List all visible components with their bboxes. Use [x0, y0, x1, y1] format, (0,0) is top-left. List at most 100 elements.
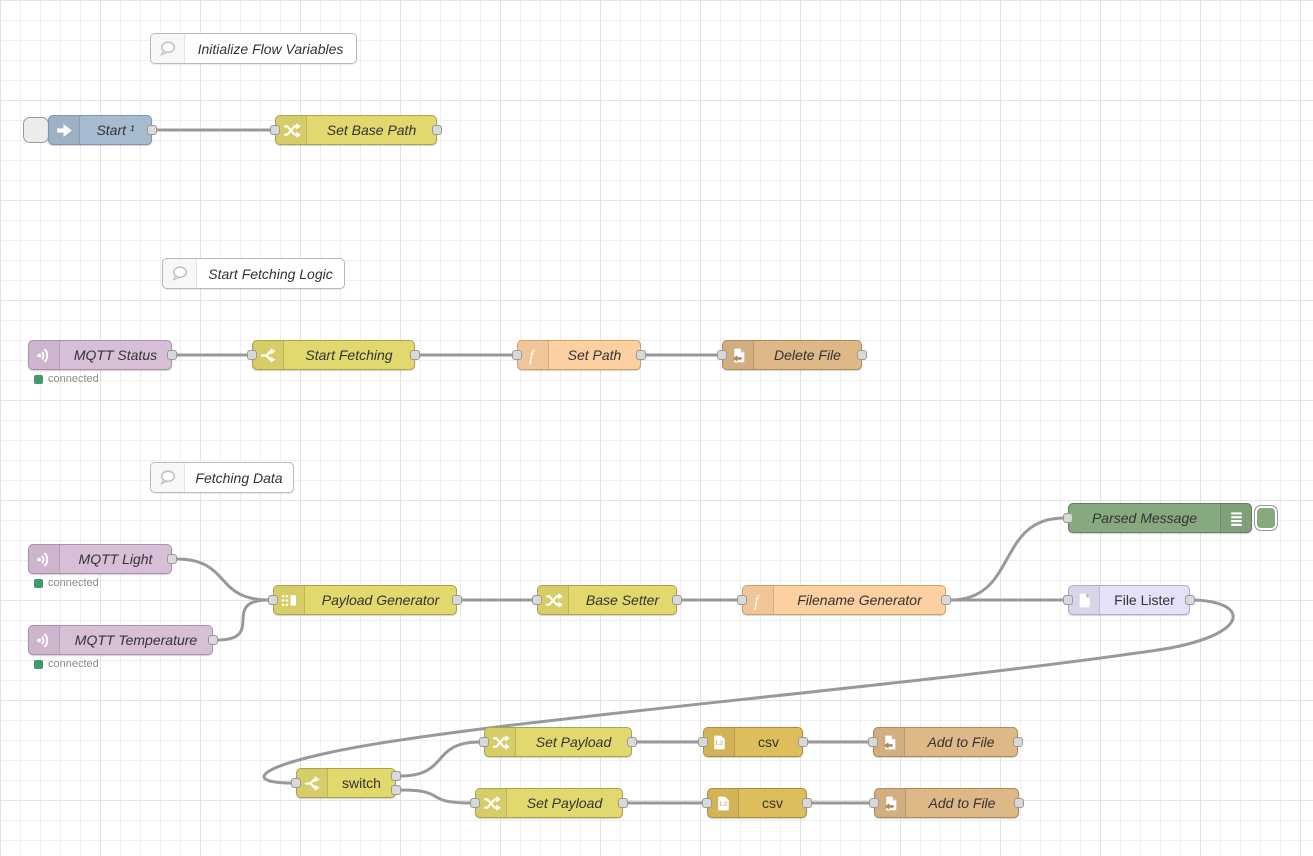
status-label: connected	[48, 373, 99, 385]
node-status: connected	[34, 658, 99, 670]
output-port[interactable]	[636, 350, 646, 360]
node-label: Filename Generator	[797, 592, 922, 608]
output-port[interactable]	[167, 554, 177, 564]
node-set-payload-2[interactable]: Set Payload	[470, 788, 628, 818]
output-port[interactable]	[857, 350, 867, 360]
node-delete-file[interactable]: Delete File	[717, 340, 867, 370]
wire-mqtt-light-to-payload-generator[interactable]	[174, 557, 271, 602]
node-label: Set Base Path	[326, 122, 417, 138]
input-port[interactable]	[291, 778, 301, 788]
output-port[interactable]	[147, 125, 157, 135]
comment-start-fetching[interactable]: Start Fetching Logic	[162, 258, 345, 289]
wire-switch-to-set-payload-1[interactable]	[398, 740, 482, 778]
wire-mqtt-temperature-to-payload-generator[interactable]	[215, 598, 271, 642]
node-csv-1[interactable]: 1,2 csv	[698, 727, 808, 757]
output-port[interactable]	[1185, 595, 1195, 605]
output-port[interactable]	[452, 595, 462, 605]
node-add-to-file-1[interactable]: Add to File	[868, 727, 1023, 757]
node-csv-2[interactable]: 1,2 csv	[702, 788, 812, 818]
comment-initialize[interactable]: Initialize Flow Variables	[150, 33, 357, 64]
svg-text:f: f	[529, 347, 536, 364]
input-port[interactable]	[247, 350, 257, 360]
node-set-base-path[interactable]: Set Base Path	[270, 115, 442, 145]
input-port[interactable]	[1063, 595, 1073, 605]
output-port[interactable]	[391, 771, 401, 781]
output-port[interactable]	[798, 737, 808, 747]
node-set-payload-1[interactable]: Set Payload	[479, 727, 637, 757]
node-switch[interactable]: switch	[291, 768, 401, 798]
csv-icon: 1,2	[708, 789, 739, 817]
input-port[interactable]	[1063, 513, 1073, 523]
output-port[interactable]	[208, 635, 218, 645]
node-label: Set Payload	[535, 734, 612, 750]
node-label: Start ¹	[96, 122, 135, 138]
debug-toggle-button[interactable]	[1254, 505, 1278, 531]
output-port[interactable]	[410, 350, 420, 360]
output-port[interactable]	[618, 798, 628, 808]
node-add-to-file-2[interactable]: Add to File	[869, 788, 1024, 818]
wire-filename-generator-to-parsed-message[interactable]	[948, 516, 1066, 602]
input-port[interactable]	[270, 125, 280, 135]
node-start[interactable]: Start ¹	[48, 115, 157, 145]
node-set-path[interactable]: f Set Path	[512, 340, 646, 370]
node-payload-generator[interactable]: Payload Generator	[268, 585, 462, 615]
node-file-lister[interactable]: File Lister	[1063, 585, 1195, 615]
status-connected-dot	[34, 374, 43, 384]
input-port[interactable]	[717, 350, 727, 360]
input-port[interactable]	[470, 798, 480, 808]
input-port[interactable]	[268, 595, 278, 605]
comment-bubble-icon	[151, 463, 185, 492]
file-out-icon	[874, 728, 905, 756]
node-label: Set Path	[567, 347, 622, 363]
inject-button[interactable]	[23, 117, 49, 143]
wire-file-lister-to-switch[interactable]	[262, 598, 1235, 785]
comment-bubble-icon	[163, 259, 197, 288]
output-port[interactable]	[627, 737, 637, 747]
node-label: Start Fetching	[305, 347, 393, 363]
status-connected-dot	[34, 578, 43, 588]
input-port[interactable]	[737, 595, 747, 605]
comment-bubble-icon	[151, 34, 185, 63]
wire-switch-to-set-payload-2[interactable]	[398, 788, 473, 805]
output-port[interactable]	[672, 595, 682, 605]
shuffle-icon	[485, 728, 516, 756]
node-label: MQTT Light	[78, 551, 153, 567]
node-start-fetching[interactable]: Start Fetching	[247, 340, 420, 370]
output-port[interactable]	[941, 595, 951, 605]
node-filename-generator[interactable]: f Filename Generator	[737, 585, 951, 615]
node-base-setter[interactable]: Base Setter	[532, 585, 682, 615]
output-port[interactable]	[167, 350, 177, 360]
input-port[interactable]	[479, 737, 489, 747]
input-port[interactable]	[532, 595, 542, 605]
output-port[interactable]	[802, 798, 812, 808]
input-port[interactable]	[512, 350, 522, 360]
svg-text:1,2: 1,2	[714, 740, 722, 746]
output-port[interactable]	[1013, 737, 1023, 747]
shuffle-icon	[476, 789, 507, 817]
output-port[interactable]	[1014, 798, 1024, 808]
input-port[interactable]	[869, 798, 879, 808]
input-port[interactable]	[698, 737, 708, 747]
node-label: Delete File	[774, 347, 841, 363]
shuffle-icon	[538, 586, 569, 614]
comment-fetching-data[interactable]: Fetching Data	[150, 462, 294, 493]
node-label: Parsed Message	[1091, 510, 1198, 526]
node-label: Payload Generator	[321, 592, 440, 608]
output-port[interactable]	[432, 125, 442, 135]
node-label: Add to File	[927, 734, 995, 750]
node-mqtt-status[interactable]: MQTT Status	[28, 340, 177, 370]
output-port[interactable]	[391, 785, 401, 795]
mqtt-icon	[29, 545, 60, 573]
node-mqtt-light[interactable]: MQTT Light	[28, 544, 177, 574]
node-label: File Lister	[1114, 592, 1175, 608]
mqtt-icon	[29, 341, 60, 369]
input-port[interactable]	[868, 737, 878, 747]
node-mqtt-temperature[interactable]: MQTT Temperature	[28, 625, 218, 655]
input-port[interactable]	[702, 798, 712, 808]
node-label: Set Payload	[526, 795, 603, 811]
csv-icon: 1,2	[704, 728, 735, 756]
node-parsed-message[interactable]: Parsed Message	[1063, 503, 1252, 533]
node-label: csv	[762, 795, 783, 811]
node-label: csv	[758, 734, 779, 750]
